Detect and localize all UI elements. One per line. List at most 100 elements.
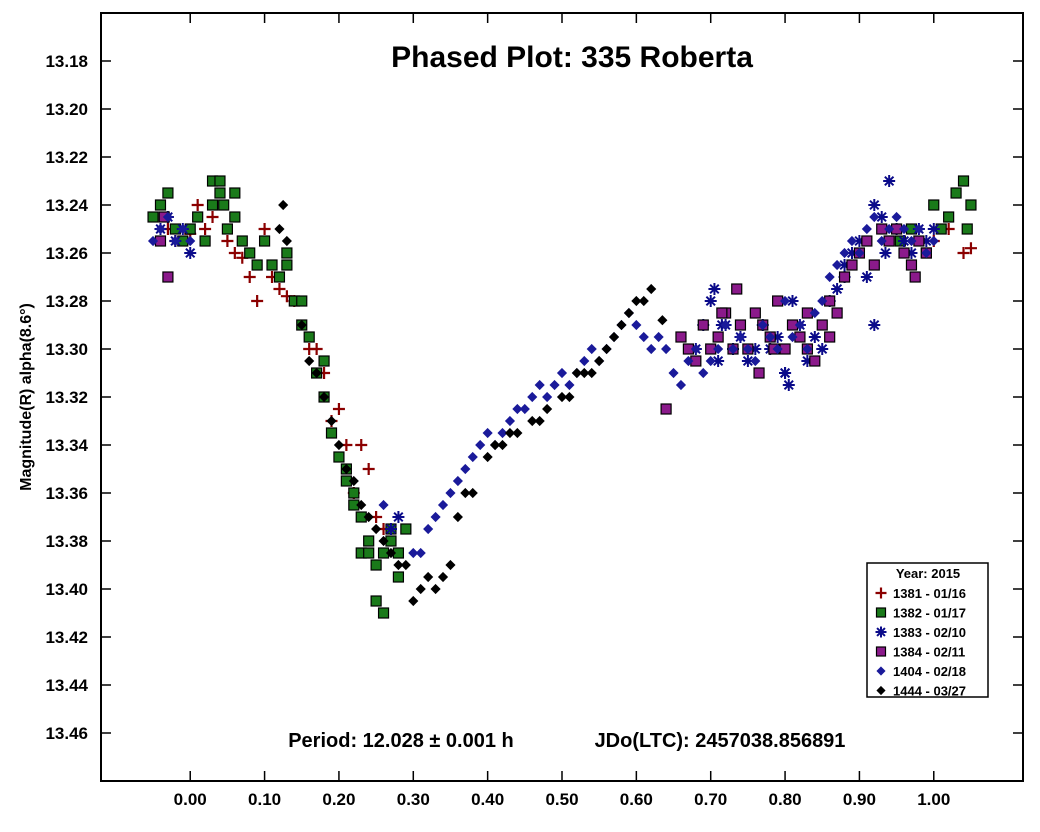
series-1 <box>147 175 977 619</box>
data-point <box>452 475 463 487</box>
data-point <box>218 199 230 211</box>
data-point <box>906 235 917 247</box>
x-tick-label: 0.40 <box>471 790 504 809</box>
data-point <box>594 355 605 367</box>
data-point <box>868 199 881 211</box>
y-tick-label: 13.42 <box>45 628 88 647</box>
data-point <box>392 571 405 583</box>
data-point <box>303 331 315 343</box>
data-point <box>608 331 620 343</box>
data-point <box>891 211 902 223</box>
data-point <box>527 391 538 403</box>
legend-entry-label: 1381 - 01/16 <box>893 586 966 601</box>
y-tick-label: 13.40 <box>45 580 88 599</box>
data-point <box>731 283 743 295</box>
data-point <box>258 223 271 235</box>
data-point <box>757 319 768 331</box>
data-point <box>423 571 434 583</box>
data-point <box>170 235 181 247</box>
data-point <box>623 307 634 319</box>
data-point <box>779 367 792 379</box>
data-point <box>147 211 159 223</box>
data-point <box>927 223 940 235</box>
y-tick-label: 13.30 <box>45 340 88 359</box>
data-point <box>660 403 672 415</box>
data-point <box>534 379 545 391</box>
data-point <box>415 583 426 595</box>
data-point <box>801 355 814 367</box>
data-point <box>586 343 597 355</box>
data-point <box>787 331 798 343</box>
data-point <box>162 271 174 283</box>
data-point <box>460 487 471 499</box>
data-point <box>147 235 159 247</box>
data-point <box>258 235 271 247</box>
data-point <box>831 307 843 319</box>
data-point <box>616 319 627 331</box>
data-point <box>467 451 478 463</box>
data-point <box>772 343 783 355</box>
data-point <box>348 475 359 487</box>
legend-marker <box>876 666 886 676</box>
data-point <box>460 463 471 475</box>
data-point <box>229 187 241 199</box>
data-point <box>273 283 286 295</box>
x-tick-label: 0.00 <box>174 790 207 809</box>
data-point <box>921 247 932 259</box>
x-tick-label: 1.00 <box>917 790 950 809</box>
data-point <box>579 355 590 367</box>
data-point <box>512 403 523 415</box>
legend-marker <box>876 685 886 696</box>
data-point <box>423 523 434 535</box>
data-point <box>646 343 657 355</box>
y-tick-label: 13.34 <box>45 436 88 455</box>
data-point <box>400 523 412 535</box>
data-point <box>199 235 211 247</box>
data-point <box>831 283 844 295</box>
data-point <box>482 427 493 439</box>
data-point <box>838 259 851 271</box>
data-point <box>192 211 204 223</box>
data-point <box>333 439 345 451</box>
data-point <box>749 343 762 355</box>
legend-entry-label: 1383 - 02/10 <box>893 625 966 640</box>
data-point <box>206 199 219 211</box>
data-point <box>876 235 887 247</box>
data-point <box>490 439 501 451</box>
data-point <box>356 499 367 511</box>
data-point <box>631 295 642 307</box>
data-point <box>716 307 728 319</box>
chart-title: Phased Plot: 335 Roberta <box>391 41 753 74</box>
data-point <box>355 439 368 451</box>
data-point <box>653 331 664 343</box>
data-point <box>727 343 739 355</box>
data-point <box>705 355 716 367</box>
data-point <box>905 247 918 259</box>
data-point <box>712 331 724 343</box>
data-point <box>720 319 731 331</box>
data-point <box>266 259 278 271</box>
data-point <box>868 259 880 271</box>
data-point <box>765 331 776 343</box>
data-point <box>571 367 582 379</box>
data-point <box>310 343 323 355</box>
data-point <box>371 523 382 535</box>
y-tick-label: 13.38 <box>45 532 88 551</box>
legend-marker <box>875 646 887 657</box>
data-point <box>879 247 892 259</box>
data-point <box>244 247 256 259</box>
data-point <box>363 547 375 559</box>
data-point <box>928 235 939 247</box>
data-point <box>370 559 382 571</box>
y-tick-label: 13.24 <box>45 196 88 215</box>
data-point <box>384 523 397 535</box>
data-point <box>631 319 642 331</box>
data-point <box>564 379 575 391</box>
data-point <box>278 199 289 211</box>
y-tick-label: 13.32 <box>45 388 88 407</box>
legend-entry-label: 1404 - 02/18 <box>893 664 966 679</box>
data-point <box>816 319 828 331</box>
data-point <box>430 583 441 595</box>
data-point <box>838 271 851 283</box>
data-point <box>363 535 375 547</box>
